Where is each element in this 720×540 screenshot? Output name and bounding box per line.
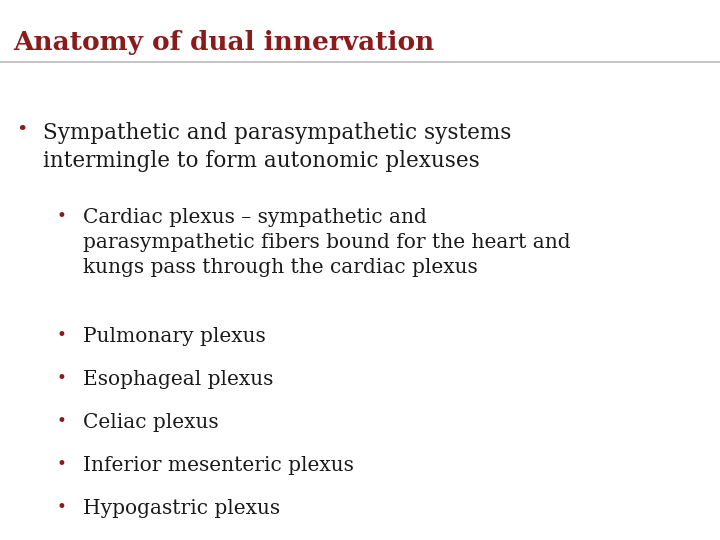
Text: •: • <box>56 208 66 225</box>
Text: •: • <box>56 370 66 387</box>
Text: •: • <box>56 500 66 516</box>
Text: •: • <box>56 413 66 430</box>
Text: Hypogastric plexus: Hypogastric plexus <box>83 500 280 518</box>
Text: Esophageal plexus: Esophageal plexus <box>83 370 273 389</box>
Text: •: • <box>56 456 66 473</box>
Text: Sympathetic and parasympathetic systems
intermingle to form autonomic plexuses: Sympathetic and parasympathetic systems … <box>43 122 512 172</box>
Text: Anatomy of dual innervation: Anatomy of dual innervation <box>13 30 434 55</box>
Text: Inferior mesenteric plexus: Inferior mesenteric plexus <box>83 456 354 475</box>
Text: •: • <box>16 122 27 139</box>
Text: Celiac plexus: Celiac plexus <box>83 413 218 432</box>
Text: Pulmonary plexus: Pulmonary plexus <box>83 327 266 346</box>
Text: •: • <box>56 327 66 343</box>
Text: Cardiac plexus – sympathetic and
parasympathetic fibers bound for the heart and
: Cardiac plexus – sympathetic and parasym… <box>83 208 570 277</box>
